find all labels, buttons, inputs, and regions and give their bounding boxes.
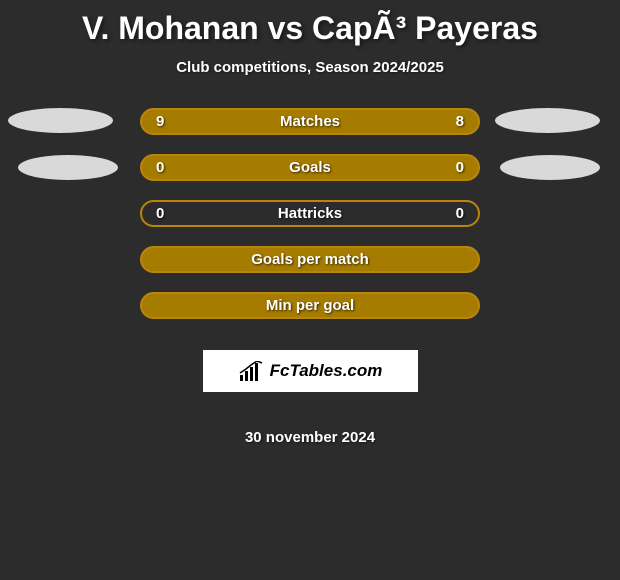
stat-row-hattricks: 0 Hattricks 0	[0, 200, 620, 227]
indicator-ellipse-right	[495, 108, 600, 133]
stat-label: Min per goal	[266, 297, 354, 314]
page-title: V. Mohanan vs CapÃ³ Payeras	[82, 10, 538, 47]
stat-label: Matches	[280, 113, 340, 130]
stat-value-right: 0	[456, 159, 464, 176]
stats-wrapper: 9 Matches 8 0 Goals 0 0 Hattricks 0	[0, 108, 620, 446]
stat-row-goals-per-match: Goals per match	[0, 246, 620, 273]
stat-bar: 0 Goals 0	[140, 154, 480, 181]
stat-bar: 0 Hattricks 0	[140, 200, 480, 227]
indicator-ellipse-left	[18, 155, 118, 180]
main-container: V. Mohanan vs CapÃ³ Payeras Club competi…	[0, 0, 620, 456]
stat-row-matches: 9 Matches 8	[0, 108, 620, 135]
subtitle: Club competitions, Season 2024/2025	[176, 59, 444, 76]
stat-bar: Goals per match	[140, 246, 480, 273]
indicator-ellipse-right	[500, 155, 600, 180]
stat-value-right: 8	[456, 113, 464, 130]
stat-value-left: 0	[156, 159, 164, 176]
indicator-ellipse-left	[8, 108, 113, 133]
stat-row-min-per-goal: Min per goal	[0, 292, 620, 319]
stat-row-goals: 0 Goals 0	[0, 154, 620, 181]
chart-icon	[238, 361, 264, 381]
stat-bar: 9 Matches 8	[140, 108, 480, 135]
stat-value-left: 0	[156, 205, 164, 222]
stat-bar: Min per goal	[140, 292, 480, 319]
stat-value-left: 9	[156, 113, 164, 130]
stat-value-right: 0	[456, 205, 464, 222]
logo-text: FcTables.com	[270, 361, 383, 381]
logo-box: FcTables.com	[203, 350, 418, 392]
stat-label: Hattricks	[278, 205, 342, 222]
stat-label: Goals	[289, 159, 331, 176]
date-text: 30 november 2024	[245, 429, 375, 446]
stat-label: Goals per match	[251, 251, 369, 268]
